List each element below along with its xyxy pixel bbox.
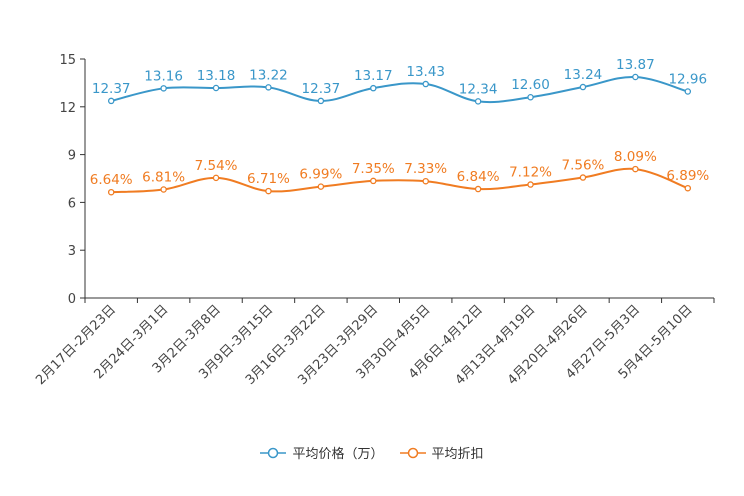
y-axis: 0 3 6 9 12 15 — [59, 53, 86, 307]
data-point[interactable] — [632, 165, 639, 173]
x-axis: 2月17日-2月23日2月24日-3月1日3月2日-3月8日3月9日-3月15日… — [33, 297, 715, 388]
data-label: 13.17 — [354, 68, 393, 84]
data-point[interactable] — [160, 85, 167, 92]
data-point[interactable] — [527, 93, 534, 101]
y-tick-label: 9 — [68, 149, 76, 164]
y-tick-label: 15 — [59, 53, 76, 68]
data-point[interactable] — [579, 174, 587, 181]
data-label: 12.34 — [459, 81, 498, 97]
data-label: 6.84% — [457, 169, 500, 185]
data-point[interactable] — [107, 188, 115, 196]
data-point[interactable] — [370, 177, 377, 185]
data-point[interactable] — [632, 73, 639, 81]
series-line-price — [110, 76, 689, 104]
y-tick-label: 6 — [68, 196, 76, 211]
data-label: 6.71% — [247, 171, 290, 187]
legend-item-discount[interactable]: 平均折扣 — [399, 443, 484, 462]
data-label: 13.16 — [144, 68, 183, 84]
data-label: 6.64% — [90, 172, 133, 188]
data-label: 6.99% — [299, 167, 342, 183]
data-label: 12.60 — [511, 77, 550, 93]
legend-price-line-icon — [260, 447, 287, 458]
y-tick-label: 12 — [59, 101, 76, 116]
data-point[interactable] — [422, 80, 429, 88]
data-label: 13.87 — [616, 57, 655, 73]
data-label: 8.09% — [614, 149, 657, 165]
data-point[interactable] — [422, 177, 429, 185]
data-label: 12.37 — [302, 81, 341, 97]
legend-price-label: 平均价格（万） — [292, 447, 384, 462]
data-point[interactable] — [265, 187, 272, 195]
data-label: 7.33% — [404, 161, 447, 177]
data-label: 13.18 — [197, 68, 236, 84]
data-point[interactable] — [317, 97, 325, 105]
data-point[interactable] — [474, 185, 482, 193]
data-label: 12.37 — [92, 81, 131, 97]
data-label: 7.54% — [195, 158, 238, 174]
data-point[interactable] — [579, 83, 587, 91]
data-label: 7.12% — [509, 165, 552, 181]
data-point[interactable] — [370, 84, 377, 92]
data-point[interactable] — [474, 98, 482, 105]
data-label: 6.89% — [666, 168, 709, 184]
data-point[interactable] — [212, 84, 220, 92]
data-label: 7.56% — [562, 158, 605, 174]
legend: 平均价格（万） 平均折扣 — [0, 443, 744, 462]
data-label: 13.43 — [406, 64, 445, 80]
y-tick-label: 3 — [68, 244, 76, 259]
data-label: 6.81% — [142, 169, 185, 185]
y-tick-label: 0 — [68, 292, 76, 307]
legend-item-price[interactable]: 平均价格（万） — [260, 443, 384, 462]
legend-discount-label: 平均折扣 — [431, 447, 484, 462]
data-point[interactable] — [317, 183, 325, 190]
data-point[interactable] — [265, 84, 272, 91]
series-line-discount — [111, 167, 689, 194]
data-point[interactable] — [527, 181, 534, 188]
data-point[interactable] — [160, 186, 167, 193]
data-label: 13.24 — [564, 67, 603, 83]
data-label: 12.96 — [668, 72, 707, 88]
legend-discount-line-icon — [399, 447, 426, 458]
data-point[interactable] — [684, 184, 692, 192]
line-chart: 0 3 6 9 12 15 2月17日-2月23日2月24日-3月1日3月2日-3月8日3… — [33, 53, 715, 388]
data-point[interactable] — [107, 97, 115, 105]
data-label: 13.22 — [249, 67, 288, 83]
series-layer: 12.37 13.16 13.18 13.22 12.37 13.17 13.43 12.34… — [90, 57, 709, 196]
data-label: 7.35% — [352, 161, 395, 177]
data-point[interactable] — [684, 88, 692, 95]
data-point[interactable] — [212, 174, 220, 182]
